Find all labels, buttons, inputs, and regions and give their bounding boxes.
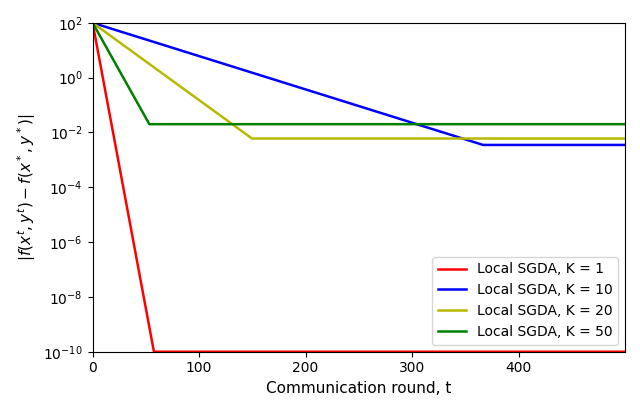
Local SGDA, K = 20: [435, 136, 443, 141]
Local SGDA, K = 10: [89, 20, 97, 25]
Line: Local SGDA, K = 50: Local SGDA, K = 50: [93, 23, 625, 124]
Local SGDA, K = 10: [435, 129, 443, 134]
Local SGDA, K = 1: [150, 349, 158, 354]
Local SGDA, K = 20: [621, 136, 629, 141]
Local SGDA, K = 20: [408, 136, 416, 141]
X-axis label: Communication round, t: Communication round, t: [266, 381, 451, 396]
Local SGDA, K = 1: [486, 349, 494, 354]
Local SGDA, K = 1: [186, 349, 193, 354]
Local SGDA, K = 50: [408, 122, 416, 127]
Local SGDA, K = 50: [621, 122, 629, 127]
Local SGDA, K = 50: [145, 122, 153, 127]
Local SGDA, K = 1: [621, 349, 629, 354]
Local SGDA, K = 20: [89, 20, 97, 25]
Local SGDA, K = 50: [89, 20, 97, 25]
Local SGDA, K = 1: [89, 20, 97, 25]
Local SGDA, K = 50: [435, 122, 443, 127]
Local SGDA, K = 20: [486, 136, 494, 141]
Local SGDA, K = 10: [408, 120, 416, 125]
Local SGDA, K = 20: [248, 136, 256, 141]
Local SGDA, K = 10: [292, 84, 300, 89]
Local SGDA, K = 20: [186, 90, 193, 95]
Line: Local SGDA, K = 1: Local SGDA, K = 1: [93, 23, 625, 352]
Local SGDA, K = 50: [292, 122, 300, 127]
Line: Local SGDA, K = 10: Local SGDA, K = 10: [93, 23, 625, 145]
Local SGDA, K = 50: [486, 122, 494, 127]
Y-axis label: $|f(x^t, y^t) - f(x^*, y^*)|$: $|f(x^t, y^t) - f(x^*, y^*)|$: [15, 113, 38, 261]
Local SGDA, K = 1: [435, 349, 443, 354]
Local SGDA, K = 1: [292, 349, 300, 354]
Local SGDA, K = 1: [408, 349, 416, 354]
Legend: Local SGDA, K = 1, Local SGDA, K = 10, Local SGDA, K = 20, Local SGDA, K = 50: Local SGDA, K = 1, Local SGDA, K = 10, L…: [432, 257, 618, 345]
Local SGDA, K = 10: [527, 143, 534, 148]
Local SGDA, K = 10: [486, 143, 494, 148]
Local SGDA, K = 1: [527, 349, 534, 354]
Local SGDA, K = 10: [479, 143, 486, 148]
Local SGDA, K = 20: [292, 136, 300, 141]
Local SGDA, K = 50: [527, 122, 534, 127]
Line: Local SGDA, K = 20: Local SGDA, K = 20: [93, 23, 625, 139]
Local SGDA, K = 20: [527, 136, 534, 141]
Local SGDA, K = 50: [186, 122, 193, 127]
Local SGDA, K = 10: [621, 143, 629, 148]
Local SGDA, K = 10: [186, 51, 193, 55]
